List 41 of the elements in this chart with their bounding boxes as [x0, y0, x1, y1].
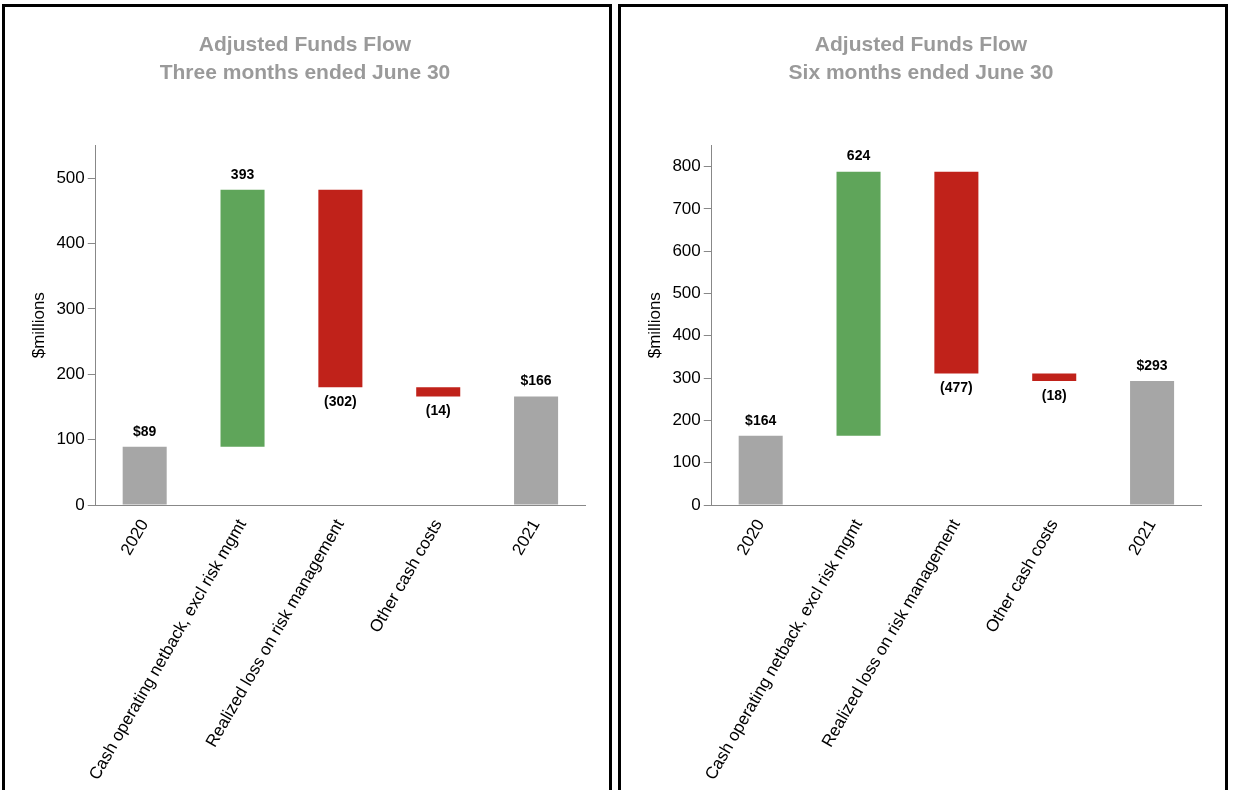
y-tick-label: 300 — [672, 367, 701, 387]
y-tick-label: 500 — [56, 167, 85, 187]
bar — [836, 171, 881, 436]
chart-subtitle: Six months ended June 30 — [788, 59, 1054, 83]
data-label: 624 — [846, 147, 871, 164]
y-tick-label: 100 — [672, 452, 701, 472]
y-tick-label: 700 — [672, 198, 701, 218]
y-axis-title: $millions — [28, 292, 48, 359]
bar — [514, 396, 559, 505]
bar — [934, 171, 979, 374]
y-tick-label: 0 — [75, 494, 85, 514]
chart-title: Adjusted Funds Flow — [814, 32, 1028, 56]
y-tick-label: 400 — [56, 233, 85, 253]
y-axis-title: $millions — [644, 292, 664, 359]
bar — [738, 435, 783, 505]
y-tick-label: 300 — [56, 298, 85, 318]
chart-title: Adjusted Funds Flow — [198, 32, 412, 56]
y-tick-label: 0 — [691, 494, 701, 514]
y-tick-label: 200 — [56, 363, 85, 383]
data-label: (302) — [324, 393, 357, 410]
bar — [416, 387, 461, 397]
y-tick-label: 500 — [672, 283, 701, 303]
data-label: 393 — [230, 165, 255, 182]
y-tick-label: 600 — [672, 240, 701, 260]
data-label: $89 — [133, 422, 157, 439]
data-label: (477) — [940, 379, 973, 396]
data-label: $164 — [745, 411, 777, 428]
data-label: $293 — [1136, 356, 1168, 373]
bar — [1130, 381, 1175, 505]
bar — [318, 189, 363, 388]
bar — [122, 446, 167, 505]
bar — [220, 189, 265, 447]
y-tick-label: 400 — [672, 325, 701, 345]
data-label: $166 — [520, 372, 552, 389]
data-label: (14) — [425, 402, 451, 419]
y-tick-label: 200 — [672, 410, 701, 430]
y-tick-label: 800 — [672, 156, 701, 176]
y-tick-label: 100 — [56, 429, 85, 449]
data-label: (18) — [1041, 386, 1067, 403]
bar — [1032, 373, 1077, 382]
chart-subtitle: Three months ended June 30 — [159, 59, 451, 83]
